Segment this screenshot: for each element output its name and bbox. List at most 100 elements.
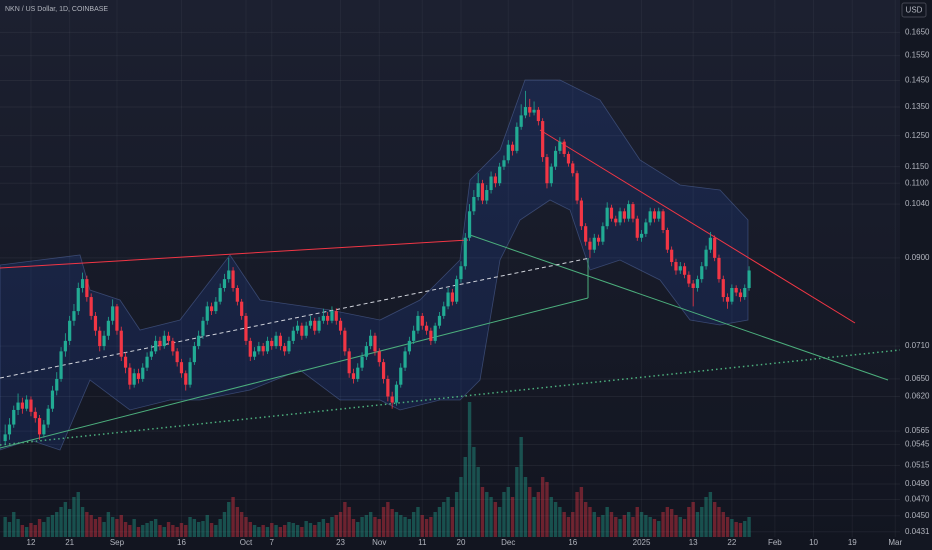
candle-body [730, 287, 734, 302]
trendline [469, 234, 889, 381]
volume-bar [119, 515, 123, 537]
candle-body [192, 346, 196, 363]
candle-body [631, 204, 635, 219]
candle-body [713, 237, 717, 258]
volume-bar [682, 519, 687, 537]
volume-bar [93, 519, 98, 537]
candle-body [459, 266, 463, 280]
candle-body [29, 399, 33, 412]
volume-bar [579, 487, 584, 537]
volume-bar [626, 512, 631, 537]
volume-bar [287, 522, 291, 537]
candle-body [347, 351, 351, 374]
candle-body [541, 121, 545, 158]
volume-bar [20, 525, 25, 537]
volume-bar [89, 515, 93, 537]
candle-body [695, 279, 700, 288]
y-tick-label: 0.1350 [905, 102, 930, 111]
candle-body [197, 335, 201, 347]
volume-bar [476, 467, 480, 537]
volume-bar [553, 502, 558, 537]
volume-bar [493, 502, 498, 537]
candle-body [678, 266, 682, 271]
x-tick-label: 19 [848, 538, 857, 547]
volume-bar [411, 512, 416, 537]
volume-bar [76, 492, 80, 537]
volume-bar [214, 525, 218, 537]
volume-bar [162, 527, 166, 537]
volume-bar [270, 523, 274, 537]
volume-bar [128, 525, 132, 537]
volume-bar [407, 519, 412, 537]
volume-bar [390, 509, 394, 537]
candle-body [175, 351, 179, 363]
volume-bar [244, 517, 248, 537]
drawings [0, 129, 901, 449]
volume-bar [179, 523, 184, 537]
y-tick-label: 0.1450 [905, 76, 930, 85]
candle-body [76, 287, 80, 312]
volume-bar [386, 502, 390, 537]
volume-bar [657, 521, 661, 537]
volume-bar [239, 512, 244, 537]
symbol-title: NKN / US Dollar, 1D, COINBASE [5, 6, 108, 13]
y-tick-label: 0.0900 [905, 253, 930, 262]
candle-body [80, 279, 85, 288]
candle-body [394, 384, 399, 403]
candle-body [618, 211, 622, 223]
candle-body [338, 320, 343, 331]
volume-bar [575, 492, 579, 537]
volume-bar [489, 497, 493, 537]
currency-button[interactable] [901, 2, 927, 18]
candle-body [420, 315, 424, 326]
candle-body [506, 144, 510, 161]
candle-body [652, 211, 657, 219]
candle-body [72, 311, 76, 321]
volume-bar [12, 512, 16, 537]
volume-bar [433, 512, 437, 537]
candle-body [700, 266, 704, 280]
volume-bar [218, 519, 222, 537]
volume-bar [614, 517, 618, 537]
volume-bar [674, 515, 678, 537]
candle-body [661, 211, 665, 231]
volume-bar [747, 517, 751, 537]
volume-bar [50, 515, 55, 537]
volume-bar [467, 402, 472, 537]
volume-bar [37, 519, 42, 537]
candle-body [287, 340, 291, 352]
candle-body [136, 373, 141, 379]
candle-body [528, 107, 532, 113]
volume-bar [678, 517, 682, 537]
candle-body [386, 378, 390, 397]
volume-bar [571, 512, 575, 537]
volume-bar [278, 527, 283, 537]
volume-bar [536, 492, 541, 537]
candle-body [515, 126, 519, 151]
volume-bar [351, 519, 356, 537]
volume-bar [7, 522, 12, 537]
volume-bar [618, 519, 622, 537]
candle-body [188, 362, 192, 385]
volume-bar [588, 507, 592, 537]
axes: 0.1650 0.1550 0.1450 0.1350 0.1250 0.1150 0.11… [27, 27, 931, 547]
candle-body [605, 207, 609, 227]
volume-bar [442, 502, 446, 537]
volume-bar [381, 507, 386, 537]
volume-bar [528, 487, 532, 537]
candle-body [493, 176, 497, 184]
volume-bar [399, 515, 403, 537]
x-tick-label: 21 [65, 538, 74, 547]
candle-body [59, 351, 63, 379]
volume-bar [708, 492, 713, 537]
candle-body [373, 335, 377, 352]
volume-bar [601, 515, 605, 537]
candle-body [360, 356, 364, 368]
volume-bar [42, 522, 46, 537]
volume-bar [734, 522, 738, 537]
candle-body [265, 340, 270, 352]
volume-bar [691, 502, 695, 537]
y-tick-label: 0.0620 [905, 392, 930, 401]
trendline [0, 239, 469, 269]
